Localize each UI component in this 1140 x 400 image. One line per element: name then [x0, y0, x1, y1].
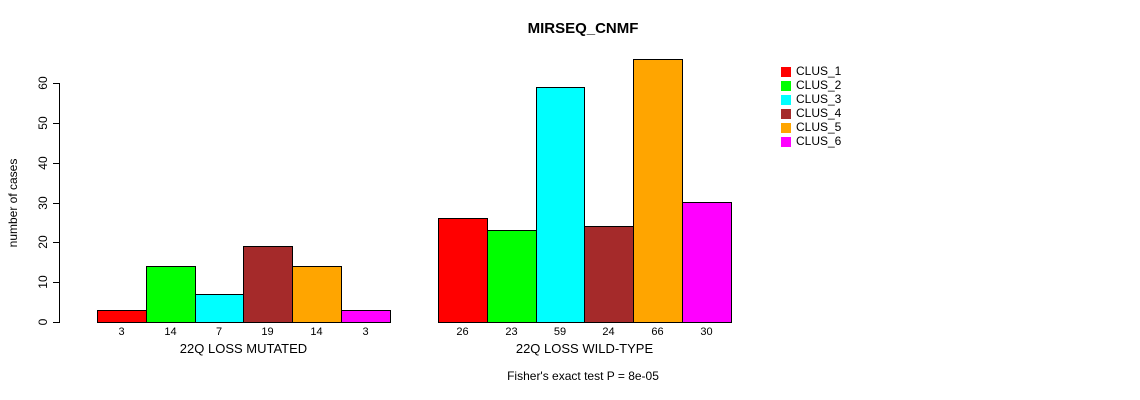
y-tick-mark: [53, 163, 59, 164]
bar-value-label: 7: [215, 326, 223, 338]
bar-clus_6: [341, 310, 391, 323]
bar-clus_5: [633, 59, 683, 323]
y-tick-label: 20: [36, 235, 50, 249]
bar-value-label: 14: [310, 326, 323, 338]
bar-clus_4: [243, 246, 293, 323]
legend-item-clus_6: CLUS_6: [781, 134, 842, 148]
bar-value-label: 19: [261, 326, 274, 338]
bar-value-label: 3: [118, 326, 125, 338]
y-tick-mark: [53, 83, 59, 84]
bar-clus_6: [682, 202, 732, 323]
bar-clus_1: [97, 310, 147, 323]
legend-swatch-icon: [781, 122, 791, 133]
bar-clus_4: [584, 226, 634, 323]
chart-title: MIRSEQ_CNMF: [527, 20, 639, 37]
y-axis-title: number of cases: [6, 158, 20, 248]
y-tick-mark: [53, 282, 59, 283]
y-tick-label: 30: [36, 196, 50, 210]
y-tick-mark: [53, 123, 59, 124]
bar-clus_3: [536, 87, 585, 323]
y-tick-label: 10: [36, 275, 50, 289]
legend-item-clus_1: CLUS_1: [781, 64, 842, 78]
legend-item-clus_3: CLUS_3: [781, 92, 842, 106]
legend-swatch-icon: [781, 136, 791, 147]
legend-item-label: CLUS_1: [796, 64, 842, 78]
bar-value-label: 59: [553, 326, 567, 338]
legend-item-label: CLUS_3: [796, 92, 842, 106]
bar-value-label: 26: [456, 326, 469, 338]
y-tick-label: 0: [36, 318, 50, 326]
bar-value-label: 14: [164, 326, 177, 338]
legend-item-label: CLUS_2: [796, 78, 842, 92]
bar-clus_2: [487, 230, 537, 323]
bar-clus_1: [438, 218, 488, 323]
y-tick-mark: [53, 322, 59, 323]
y-tick-mark: [53, 242, 59, 243]
legend-swatch-icon: [781, 94, 791, 105]
y-tick-label: 40: [36, 156, 50, 170]
bar-clus_3: [195, 294, 244, 323]
bar-clus_2: [146, 266, 196, 323]
group-axis-label: 22Q LOSS WILD-TYPE: [515, 341, 654, 356]
y-tick-mark: [53, 203, 59, 204]
legend-item-label: CLUS_4: [796, 106, 842, 120]
group-axis-label: 22Q LOSS MUTATED: [179, 341, 308, 356]
legend-item-clus_4: CLUS_4: [781, 106, 842, 120]
bar-value-label: 30: [700, 326, 713, 338]
y-tick-label: 60: [36, 76, 50, 90]
legend-swatch-icon: [781, 80, 791, 91]
y-tick-label: 50: [36, 116, 50, 130]
legend-item-clus_5: CLUS_5: [781, 120, 842, 134]
y-axis-line: [59, 83, 60, 323]
bar-value-label: 23: [505, 326, 518, 338]
bar-clus_5: [292, 266, 342, 323]
fisher-test-annotation: Fisher's exact test P = 8e-05: [507, 369, 659, 383]
bar-value-label: 24: [602, 326, 615, 338]
legend-swatch-icon: [781, 66, 791, 77]
legend-item-clus_2: CLUS_2: [781, 78, 842, 92]
legend-item-label: CLUS_5: [796, 120, 842, 134]
bar-value-label: 66: [651, 326, 664, 338]
legend-item-label: CLUS_6: [796, 134, 842, 148]
legend-swatch-icon: [781, 108, 791, 119]
bar-value-label: 3: [362, 326, 369, 338]
